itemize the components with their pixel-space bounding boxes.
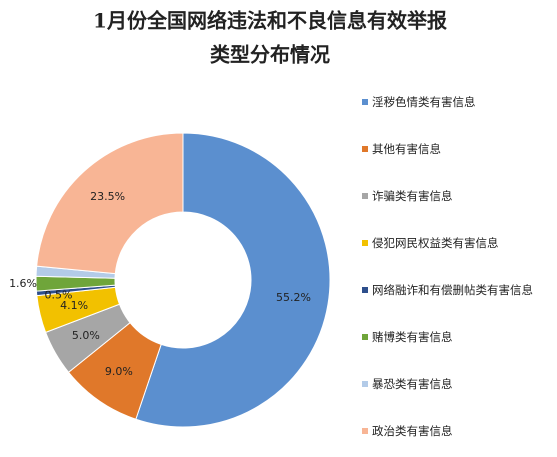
legend-swatch [362,99,368,105]
legend-item: 政治类有害信息 [360,423,550,457]
legend-swatch [362,381,368,387]
data-label: 4.1% [60,299,88,312]
legend-swatch [362,287,368,293]
legend: 淫秽色情类有害信息 其他有害信息 诈骗类有害信息侵犯网民权益类有害信息网络融诈和有偿… [360,94,550,457]
legend-item: 侵犯网民权益类有害信息 [360,235,550,282]
legend-item: 赌博类有害信息 [360,329,550,376]
legend-label: 暴恐类有害信息 [372,377,453,391]
legend-label: 诈骗类有害信息 [372,189,453,203]
legend-label: 侵犯网民权益类有害信息 [372,236,499,250]
chart-title: 1月份全国网络违法和不良信息有效举报 [93,9,447,33]
legend-label: 赌博类有害信息 [372,330,453,344]
legend-swatch [362,240,368,246]
legend-item: 其他有害信息 [360,141,550,188]
donut-slice [36,132,184,275]
data-label: 9.0% [105,365,133,378]
legend-label: 淫秽色情类有害信息 [372,95,476,109]
data-label: 23.5% [90,190,125,203]
legend-item: 淫秽色情类有害信息 [360,94,550,141]
chart-title: 类型分布情况 [210,43,330,67]
legend-swatch [362,146,368,152]
legend-label: 网络融诈和有偿删帖类有害信息 [372,283,533,297]
legend-swatch [362,334,368,340]
legend-item: 诈骗类有害信息 [360,188,550,235]
donut-slice [135,132,331,428]
data-label: 1.6% [9,277,37,290]
legend-swatch [362,428,368,434]
data-label: 55.2% [276,291,311,304]
data-label: 0.5% [45,288,73,301]
legend-item: 暴恐类有害信息 [360,376,550,423]
legend-label: 政治类有害信息 [372,424,453,438]
legend-swatch [362,193,368,199]
data-label: 5.0% [72,329,100,342]
legend-label: 其他有害信息 [372,142,441,156]
legend-item: 网络融诈和有偿删帖类有害信息 [360,282,550,329]
